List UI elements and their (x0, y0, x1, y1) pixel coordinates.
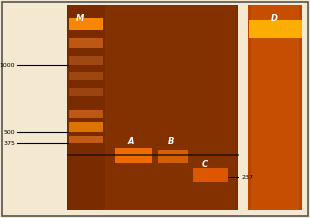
Bar (69, 88, 103, 96)
Bar (69, 110, 103, 118)
Text: 237: 237 (241, 174, 253, 179)
Text: B: B (168, 137, 174, 146)
Bar (158, 150, 188, 163)
Bar (251, 5, 299, 210)
Text: 500: 500 (3, 129, 15, 135)
Bar (69, 122, 103, 132)
Text: C: C (202, 160, 208, 169)
Bar (249, 20, 302, 38)
Bar (69, 72, 103, 80)
Text: M: M (76, 14, 84, 23)
Bar (248, 5, 302, 210)
Text: 375: 375 (3, 140, 15, 145)
Bar (69, 136, 103, 143)
Bar (69, 38, 103, 48)
Bar (67, 5, 238, 210)
Bar (193, 168, 228, 182)
Text: D: D (271, 14, 278, 23)
Bar (69, 56, 103, 65)
Bar (69, 18, 103, 30)
Bar (67, 5, 105, 210)
Text: A: A (128, 137, 135, 146)
Bar (115, 148, 152, 163)
Bar (69, 5, 236, 210)
Text: 1000: 1000 (0, 63, 15, 68)
